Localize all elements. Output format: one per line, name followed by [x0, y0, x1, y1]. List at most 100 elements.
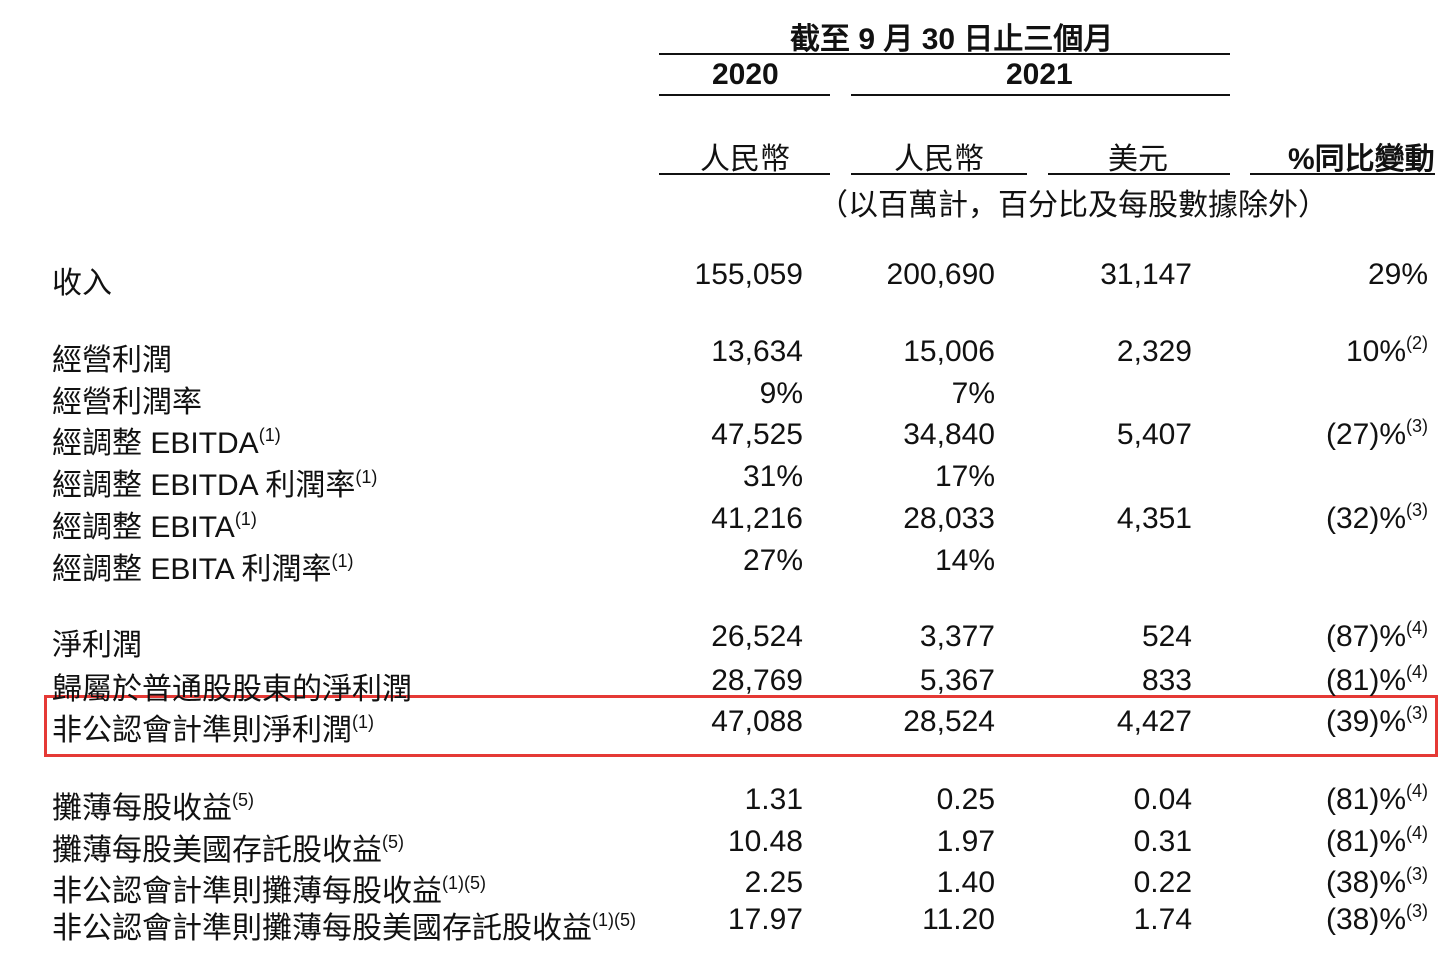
value-yoy-change: 10%(2) — [1345, 333, 1428, 369]
cell-value: 0.04 — [1133, 783, 1192, 816]
cell-value: (38)% — [1325, 866, 1406, 899]
footnote-marker: (1) — [355, 467, 378, 487]
cell-value: 7% — [951, 377, 995, 410]
row-label: 經調整 EBITA 利潤率(1) — [52, 544, 353, 588]
row-label: 經調整 EBITA(1) — [52, 502, 257, 546]
value-usd-2021: 2,329 — [1117, 335, 1192, 369]
cell-value: 34,840 — [903, 418, 995, 451]
row-label: 攤薄每股美國存託股收益(5) — [52, 825, 404, 869]
row-label-text: 經調整 EBITDA — [52, 427, 259, 460]
footnote-marker: (1) — [331, 551, 354, 571]
cell-value: 17% — [934, 460, 995, 493]
cell-value: 524 — [1141, 620, 1192, 653]
footnote-marker: (3) — [1406, 864, 1428, 884]
value-rmb-2021: 34,840 — [903, 418, 995, 452]
col-header-rmb-2020: 人民幣 — [700, 143, 790, 176]
cell-value: 0.25 — [936, 783, 995, 816]
cell-value: 27% — [742, 544, 803, 577]
col-header-yoy: %同比變動 — [1288, 143, 1435, 176]
value-rmb-2021: 3,377 — [920, 620, 995, 654]
row-label-text: 經營利潤 — [52, 344, 172, 377]
value-usd-2021: 0.22 — [1134, 866, 1192, 900]
col-header-usd-2021: 美元 — [1108, 143, 1168, 176]
value-rmb-2021: 14% — [935, 544, 995, 578]
cell-value: 47,088 — [711, 705, 803, 738]
value-rmb-2020: 26,524 — [711, 620, 803, 654]
row-label: 經調整 EBITDA 利潤率(1) — [52, 460, 377, 504]
value-rmb-2020: 13,634 — [711, 335, 803, 369]
year-2021-heading: 2021 — [1006, 58, 1073, 91]
value-yoy-change: 29% — [1368, 258, 1428, 292]
cell-value: 11.20 — [922, 903, 995, 936]
cell-value: 28,033 — [903, 502, 995, 535]
value-usd-2021: 0.04 — [1134, 783, 1192, 817]
cell-value: (39)% — [1325, 705, 1406, 738]
footnote-marker: (1) — [352, 712, 374, 732]
footnote-marker: (1) — [258, 425, 281, 445]
value-rmb-2020: 28,769 — [711, 664, 803, 698]
cell-value: 0.22 — [1133, 866, 1192, 899]
footnote-marker: (4) — [1406, 823, 1428, 843]
row-label-text: 經調整 EBITA — [52, 511, 235, 544]
value-usd-2021: 0.31 — [1134, 825, 1192, 859]
footnote-marker: (1)(5) — [442, 873, 486, 893]
row-label-text: 歸屬於普通股股東的淨利潤 — [52, 673, 412, 706]
value-usd-2021: 1.74 — [1134, 903, 1192, 937]
cell-value: (81)% — [1325, 664, 1406, 697]
value-rmb-2021: 1.40 — [937, 866, 995, 900]
row-label: 歸屬於普通股股東的淨利潤 — [52, 664, 412, 708]
cell-value: 5,367 — [919, 664, 995, 697]
value-yoy-change: (38)%(3) — [1325, 901, 1428, 937]
cell-value: 29% — [1367, 258, 1428, 291]
row-label: 收入 — [52, 258, 112, 302]
period-heading: 截至 9 月 30 日止三個月 — [790, 23, 1114, 56]
row-label: 攤薄每股收益(5) — [52, 783, 254, 827]
cell-value: (38)% — [1325, 903, 1406, 936]
value-rmb-2021: 11.20 — [922, 903, 995, 937]
row-label-text: 攤薄每股收益 — [52, 792, 232, 825]
cell-value: 2,329 — [1116, 335, 1192, 368]
cell-value: 41,216 — [711, 502, 803, 535]
year-2020-underline — [659, 94, 830, 96]
col-header-rmb-2021: 人民幣 — [894, 143, 984, 176]
value-usd-2021: 4,427 — [1117, 705, 1192, 739]
value-rmb-2020: 155,059 — [695, 258, 803, 292]
value-rmb-2021: 28,033 — [903, 502, 995, 536]
cell-value: 1.74 — [1133, 903, 1192, 936]
footnote-marker: (1)(5) — [592, 910, 636, 930]
cell-value: (81)% — [1325, 825, 1406, 858]
cell-value: 155,059 — [694, 258, 803, 291]
cell-value: 1.40 — [936, 866, 995, 899]
cell-value: 17.97 — [727, 903, 803, 936]
row-label-text: 淨利潤 — [52, 629, 142, 662]
value-yoy-change: (39)%(3) — [1325, 703, 1428, 739]
cell-value: 2.25 — [744, 866, 803, 899]
value-usd-2021: 833 — [1142, 664, 1192, 698]
period-underline — [659, 53, 1230, 55]
cell-value: 31% — [742, 460, 803, 493]
value-rmb-2021: 1.97 — [937, 825, 995, 859]
row-label: 非公認會計準則淨利潤(1) — [52, 705, 374, 749]
value-rmb-2021: 15,006 — [903, 335, 995, 369]
footnote-marker: (5) — [382, 832, 404, 852]
cell-value: 9% — [759, 377, 803, 410]
cell-value: 4,427 — [1116, 705, 1192, 738]
value-rmb-2021: 5,367 — [920, 664, 995, 698]
value-rmb-2020: 27% — [743, 544, 803, 578]
cell-value: 4,351 — [1116, 502, 1192, 535]
cell-value: 15,006 — [903, 335, 995, 368]
value-yoy-change: (38)%(3) — [1325, 864, 1428, 900]
cell-value: 10% — [1345, 335, 1406, 368]
row-label-text: 非公認會計準則攤薄每股美國存託股收益 — [52, 912, 592, 945]
cell-value: 47,525 — [711, 418, 803, 451]
value-rmb-2021: 0.25 — [937, 783, 995, 817]
row-label: 經調整 EBITDA(1) — [52, 418, 281, 462]
value-yoy-change: (81)%(4) — [1325, 823, 1428, 859]
cell-value: 26,524 — [711, 620, 803, 653]
highlight-box — [44, 695, 1438, 757]
year-2020-heading: 2020 — [712, 58, 779, 91]
row-label-text: 經營利潤率 — [52, 386, 202, 419]
value-usd-2021: 5,407 — [1117, 418, 1192, 452]
cell-value: 3,377 — [919, 620, 995, 653]
footnote-marker: (4) — [1406, 618, 1428, 638]
